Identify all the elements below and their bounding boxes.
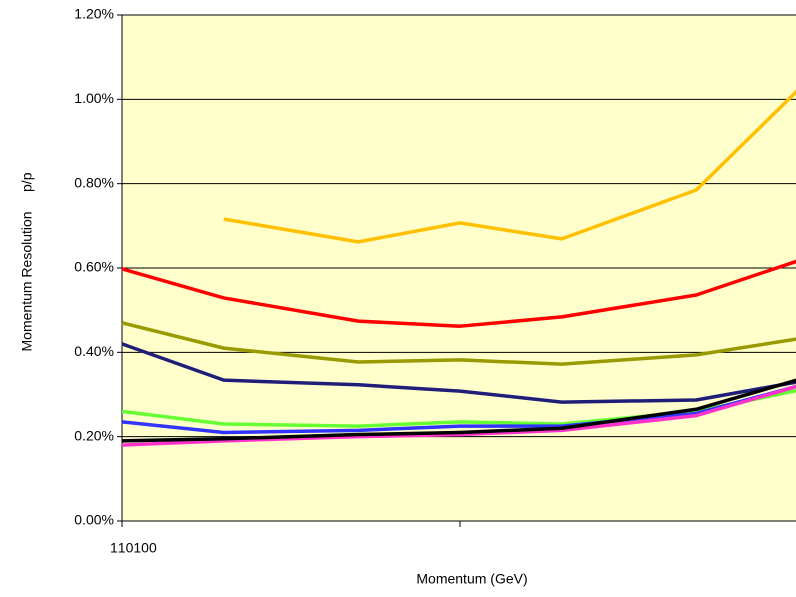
y-tick-label: 1.20% xyxy=(74,6,114,22)
series-line xyxy=(121,388,796,428)
series-line xyxy=(121,384,796,447)
series-line xyxy=(121,259,796,328)
y-tick-label: 0.00% xyxy=(74,512,114,528)
y-tick-label: 0.80% xyxy=(74,174,114,190)
y-tick-label: 1.00% xyxy=(74,90,114,106)
series-line xyxy=(121,378,796,443)
series-line xyxy=(223,89,796,244)
y-tick-label: 0.40% xyxy=(74,343,114,359)
x-axis-label: Momentum (GeV) xyxy=(416,571,527,587)
x-tick-label: 10 xyxy=(118,540,134,556)
series-line xyxy=(121,321,796,366)
x-tick-label: 100 xyxy=(133,540,157,556)
y-axis-label: Momentum Resolution p/p xyxy=(19,172,35,351)
series-line xyxy=(121,342,796,404)
series-line xyxy=(121,384,796,435)
x-tick-label: 1 xyxy=(110,540,118,556)
y-tick-label: 0.60% xyxy=(74,259,114,275)
y-tick-label: 0.20% xyxy=(74,427,114,443)
